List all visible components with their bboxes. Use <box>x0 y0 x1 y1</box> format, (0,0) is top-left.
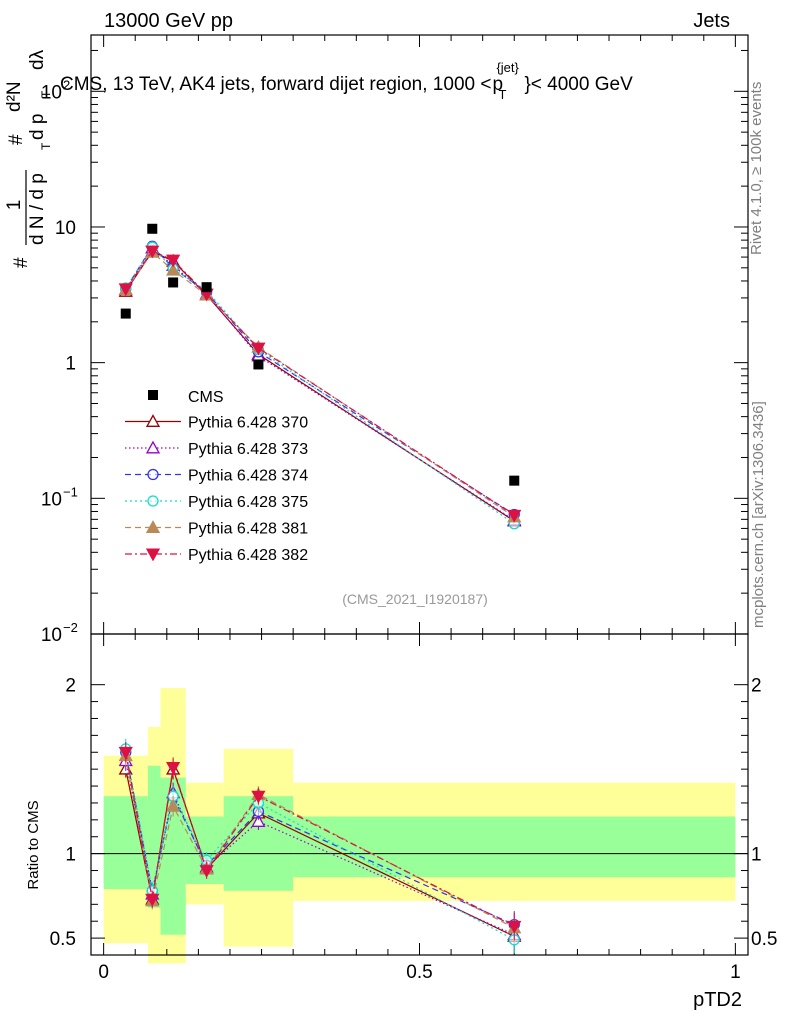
series-line-upper <box>125 246 515 525</box>
series-point-upper <box>507 509 522 523</box>
series-point-ratio <box>251 790 266 804</box>
mcplots-label: mcplots.cern.ch [arXiv:1306.3436] <box>750 401 767 628</box>
series-point-ratio <box>507 920 522 934</box>
title-part-b: }< 4000 GeV <box>524 74 633 95</box>
legend-cms-marker <box>148 390 158 400</box>
y-tick-label-upper: 10 <box>41 625 62 646</box>
cms-data-point <box>147 223 158 234</box>
series-point-ratio <box>145 893 160 907</box>
series-point-ratio <box>199 865 214 878</box>
rivet-label: Rivet 4.1.0, ≥ 100k events <box>748 82 765 255</box>
cms-data-point <box>253 359 264 370</box>
y-tick-label-upper: 10 <box>41 82 62 103</box>
analysis-id: (CMS_2021_I1920187) <box>342 591 488 607</box>
legend-marker <box>145 414 161 427</box>
y-tick-label-exp: −1 <box>63 484 78 499</box>
legend-label: Pythia 6.428 373 <box>188 441 308 458</box>
plot-title: CMS, 13 TeV, AK4 jets, forward dijet reg… <box>60 60 633 102</box>
series-line-upper <box>125 250 515 516</box>
legend-marker <box>145 548 161 562</box>
ylabel-d2n: d²N <box>4 81 25 112</box>
legend-cms-label: CMS <box>188 389 224 406</box>
series-point-upper <box>166 262 181 276</box>
series-line-upper <box>125 251 515 518</box>
series-line-upper <box>125 245 515 516</box>
x-axis-label: pTD2 <box>693 989 742 1011</box>
series-point-ratio <box>166 798 181 812</box>
x-tick-label: 0 <box>98 962 109 983</box>
legend-marker <box>145 440 161 454</box>
legend-marker <box>147 495 159 507</box>
ylabel-dpt: d p <box>27 114 48 140</box>
ylabel-frac-den: d N / d p <box>27 173 48 245</box>
series-point-ratio <box>118 746 133 760</box>
series-point-upper <box>166 254 181 268</box>
legend: CMS Pythia 6.428 370 Pythia 6.428 373 Pythi… <box>125 389 308 564</box>
ylabel-frac-den-sub: T <box>39 142 53 150</box>
ylabel-hash-2: # <box>6 134 27 145</box>
series-point-upper <box>251 342 266 356</box>
legend-marker <box>147 468 159 481</box>
lower-y-axis-label: Ratio to CMS <box>25 800 42 889</box>
ylabel-dpt-sub: T <box>39 90 53 98</box>
y-tick-label-exp: 2 <box>63 77 70 92</box>
ylabel-frac-num: 1 <box>4 200 25 211</box>
x-tick-label: 1 <box>730 962 741 983</box>
y-tick-label-upper: 10 <box>55 218 76 239</box>
y-tick-label-lower: 1 <box>65 845 76 866</box>
legend-label: Pythia 6.428 381 <box>188 521 308 538</box>
band-green <box>293 816 736 878</box>
series-line-ratio <box>125 748 515 941</box>
y-tick-label-exp: −2 <box>63 620 78 635</box>
ylabel-hash-1: # <box>11 257 32 268</box>
y-tick-label-lower: 0.5 <box>50 929 76 950</box>
series-line-upper <box>125 250 515 522</box>
series-line-upper <box>125 247 515 521</box>
title-part-a: CMS, 13 TeV, AK4 jets, forward dijet reg… <box>60 74 491 95</box>
y-tick-label-upper: 10 <box>41 489 62 510</box>
y-tick-label-lower-right: 1 <box>751 845 762 866</box>
title-p: p <box>492 74 503 95</box>
legend-label: Pythia 6.428 374 <box>188 468 308 485</box>
legend-label: Pythia 6.428 375 <box>188 494 308 511</box>
cms-data-point <box>168 277 179 288</box>
header-right: Jets <box>693 10 730 32</box>
header-left: 13000 GeV pp <box>104 10 233 32</box>
y-tick-label-lower-right: 2 <box>751 676 762 697</box>
upper-frame <box>90 34 749 635</box>
title-sup: {jet} <box>496 60 519 75</box>
x-tick-label: 0.5 <box>406 962 432 983</box>
y-tick-label-upper: 1 <box>65 354 76 375</box>
legend-marker <box>145 520 161 533</box>
upper-y-axis-label: # 1 d N / d p T # d²N d p T dλ <box>4 49 53 268</box>
band-green <box>147 765 161 908</box>
legend-label: Pythia 6.428 382 <box>188 547 308 564</box>
y-tick-label-lower-right: 0.5 <box>751 929 777 950</box>
series-point-ratio <box>251 814 266 827</box>
legend-label: Pythia 6.428 370 <box>188 415 308 432</box>
title-sub: T <box>498 87 506 102</box>
cms-data-point <box>120 308 131 319</box>
lower-panel: 0 0.5 1 0.5 0.5 1 1 2 2 <box>50 35 777 983</box>
series-point-ratio <box>166 762 181 775</box>
series-point-upper <box>118 283 133 297</box>
cms-data-point <box>509 475 520 486</box>
series-line-ratio <box>125 752 515 927</box>
ylabel-dlambda: dλ <box>27 49 48 70</box>
cms-data-point <box>201 282 212 293</box>
series-point-upper <box>145 245 160 259</box>
y-tick-label-lower: 2 <box>65 676 76 697</box>
